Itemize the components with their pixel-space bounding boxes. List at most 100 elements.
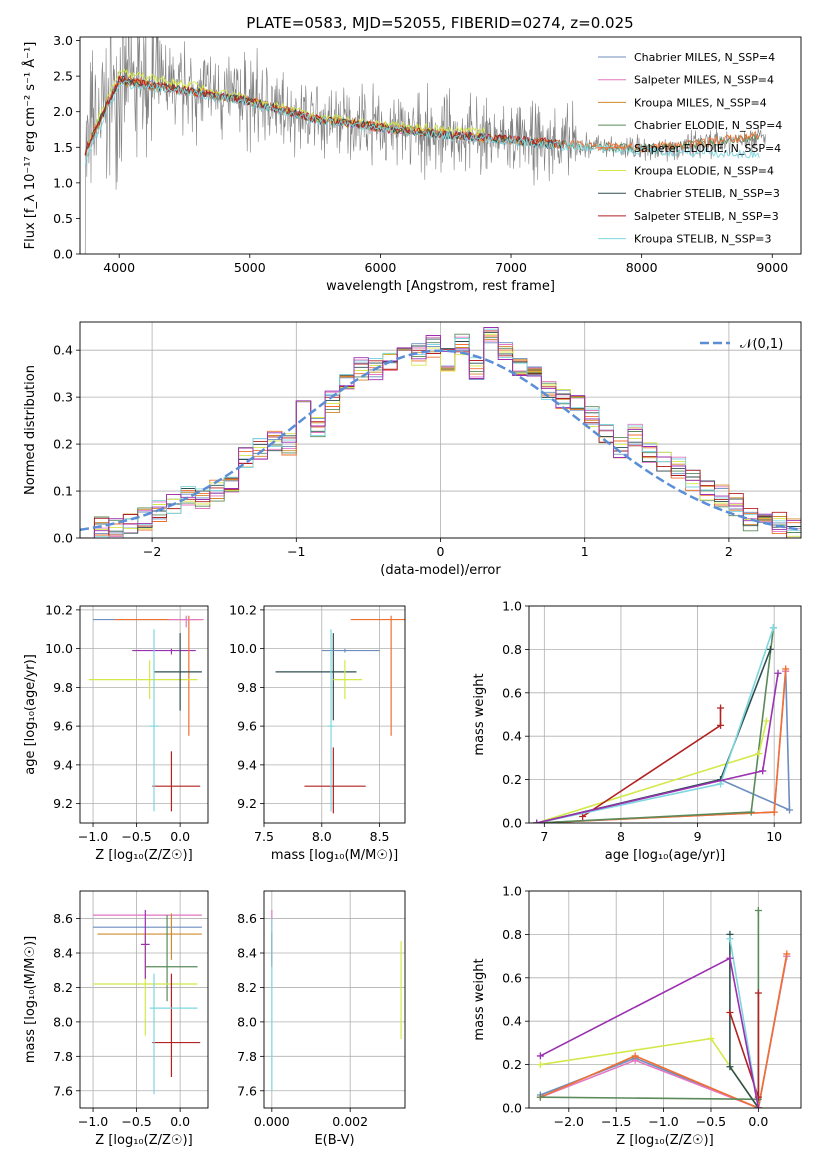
histogram-series-10	[80, 327, 801, 538]
panel-age-vs-mass: 7.5 8.0 8.5 9.2 9.4 9.6 9.8 10.0 10.2 mass [log₁₀…	[229, 602, 406, 863]
x-tick-label: 8.0	[312, 829, 332, 844]
series-marker	[754, 907, 762, 915]
x-tick-label: 2	[725, 544, 733, 559]
y-tick-label: 0.0	[502, 816, 522, 831]
data-point-8	[140, 909, 150, 979]
series-marker	[717, 721, 725, 729]
data-point-8	[168, 615, 204, 628]
x-axis-label: E(B-V)	[314, 1133, 354, 1148]
axes-frame	[528, 605, 802, 824]
y-tick-label: 9.6	[237, 719, 257, 734]
plot-area	[84, 37, 766, 254]
y-tick-label: 0.0	[53, 247, 73, 262]
series-marker	[717, 704, 725, 712]
x-tick-label: 7.5	[254, 829, 274, 844]
data-point-2	[132, 648, 196, 655]
x-tick-label: 0.0	[748, 1114, 768, 1129]
x-axis-label: mass [log₁₀(M/M☉)]	[271, 848, 398, 863]
y-tick-label: 7.8	[237, 1049, 257, 1064]
x-tick-label: 4000	[103, 260, 135, 275]
model-line-9	[84, 80, 760, 166]
x-tick-label: 8	[617, 829, 625, 844]
series-marker	[726, 954, 734, 962]
y-tick-label: 10.0	[229, 641, 257, 656]
normal-distribution-curve	[80, 349, 801, 532]
series-line-3	[540, 953, 788, 1108]
y-tick-label: 1.0	[502, 884, 522, 899]
x-tick-label: 0.000	[254, 1114, 290, 1129]
series-line-2	[536, 671, 787, 823]
plot-area	[533, 624, 794, 823]
series-marker	[631, 1052, 639, 1060]
y-tick-label: 0.8	[502, 927, 522, 942]
series-line-4	[536, 627, 775, 823]
y-tick-label: 7.6	[53, 1083, 73, 1098]
axes-frame	[79, 36, 802, 255]
x-axis-label: wavelength [Angstrom, rest frame]	[326, 279, 555, 294]
data-point-4	[145, 915, 198, 1002]
plot-area	[80, 327, 801, 538]
legend-entry: Salpeter MILES, N_SSP=4	[634, 74, 774, 87]
x-tick-label: −0.5	[696, 1114, 726, 1129]
y-tick-label: 0.0	[502, 1101, 522, 1116]
model-line-8	[84, 75, 564, 156]
x-tick-label: −1	[287, 544, 305, 559]
legend: Chabrier MILES, N_SSP=4 Salpeter MILES, N…	[598, 51, 782, 246]
y-tick-label: 9.2	[53, 796, 73, 811]
y-tick-label: 3.0	[53, 33, 73, 48]
panel-mass-vs-Z: −1.0 −0.5 0.0 7.6 7.8 8.0 8.2 8.4 8.6 Z [log₁₀(Z/…	[23, 890, 209, 1148]
data-point-5	[333, 660, 363, 699]
x-tick-label: 6000	[365, 260, 397, 275]
series-marker	[766, 645, 774, 653]
y-tick-label: 8.0	[237, 1014, 257, 1029]
data-point-3	[97, 913, 202, 960]
y-axis-label: age [log₁₀(age/yr)]	[23, 654, 38, 775]
y-tick-label: 9.2	[237, 796, 257, 811]
x-tick-label: 5000	[234, 260, 266, 275]
y-tick-label: 0.2	[53, 437, 73, 452]
x-tick-label: −1.0	[78, 1114, 108, 1129]
axes-frame	[79, 605, 209, 824]
series-marker	[782, 665, 790, 673]
x-tick-label: −1.5	[601, 1114, 631, 1129]
x-tick-label: −2.0	[554, 1114, 584, 1129]
y-tick-label: 7.8	[53, 1049, 73, 1064]
series-marker	[774, 669, 782, 677]
series-marker	[754, 1104, 762, 1108]
data-point-7	[149, 629, 159, 812]
y-tick-label: 9.4	[53, 757, 73, 772]
y-tick-label: 0.4	[53, 343, 73, 358]
data-point-3	[304, 747, 366, 814]
y-tick-label: 8.2	[53, 980, 73, 995]
series-marker	[769, 624, 777, 632]
plot-area	[93, 909, 202, 1095]
x-tick-label: 0.0	[170, 1114, 190, 1129]
series-marker	[770, 808, 778, 816]
data-point-2	[275, 633, 357, 721]
y-tick-label: 10.2	[229, 602, 257, 617]
series-marker	[726, 1063, 734, 1071]
y-tick-label: 9.8	[237, 680, 257, 695]
y-tick-label: 8.4	[237, 946, 257, 961]
axes-frame	[528, 890, 802, 1109]
series-marker	[754, 989, 762, 997]
x-tick-label: 9000	[756, 260, 788, 275]
data-point-7	[149, 973, 198, 1095]
series-marker	[783, 950, 791, 958]
y-tick-label: 0.6	[502, 685, 522, 700]
series-marker	[763, 717, 771, 725]
y-tick-label: 1.5	[53, 140, 73, 155]
series-marker	[536, 1061, 544, 1069]
axes-frame	[79, 890, 209, 1109]
axes-frame	[263, 605, 406, 824]
x-tick-label: 1	[581, 544, 589, 559]
y-tick-label: 7.6	[237, 1083, 257, 1098]
x-axis-label: Z [log₁₀(Z/Z☉)]	[95, 848, 192, 863]
panel-massweight-vs-Z: −2.0 −1.5 −1.0 −0.5 0.0 0.0 0.2 0.4 0.6 0.8 1.0 Z […	[472, 884, 802, 1148]
x-tick-label: −0.5	[121, 829, 151, 844]
x-axis-label: age [log₁₀(age/yr)]	[605, 848, 726, 863]
x-tick-label: 0	[437, 544, 445, 559]
y-tick-label: 10.2	[45, 602, 73, 617]
y-tick-label: 0.4	[502, 1014, 522, 1029]
x-axis-label: Z [log₁₀(Z/Z☉)]	[616, 1133, 713, 1148]
